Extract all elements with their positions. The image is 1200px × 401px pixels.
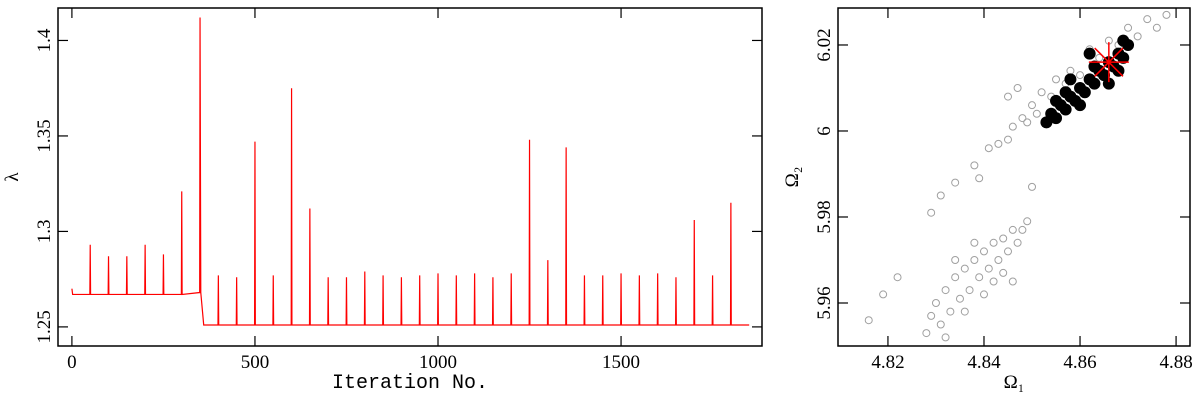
x-tick-label: 4.82 [871,352,904,373]
point [951,273,960,282]
point [1076,71,1085,80]
point [1008,225,1017,234]
point [1059,103,1072,116]
point [970,255,979,264]
point [979,290,988,299]
point [1066,66,1075,75]
point [1018,114,1027,123]
point [1059,86,1072,99]
point [951,178,960,187]
x-tick-label: 0 [67,352,77,373]
y-tick-label: 5.98 [814,200,835,233]
point [931,298,940,307]
x-tick-label: 4.86 [1063,352,1096,373]
y-tick-label: 1.25 [34,310,55,343]
point [1078,86,1091,99]
point [1013,238,1022,247]
point [879,290,888,299]
point [999,268,1008,277]
point [1088,60,1101,73]
point [1023,217,1032,226]
point [955,294,964,303]
point [975,174,984,183]
point [960,264,969,273]
point [1124,23,1133,32]
point [946,307,955,316]
y-tick-label: 5.96 [814,286,835,319]
x-tick-label: 4.88 [1159,352,1192,373]
point [922,329,931,338]
y-tick-label: 6.02 [814,28,835,61]
data-line [71,17,750,326]
point [1102,77,1115,90]
plot-frame [837,7,1191,347]
y-axis-label: λ [2,172,23,182]
point [1088,77,1101,90]
point [1003,135,1012,144]
point [1008,277,1017,286]
point [1003,247,1012,256]
point [936,320,945,329]
point [941,333,950,342]
point [951,255,960,264]
point [975,273,984,282]
point [960,307,969,316]
point [994,139,1003,148]
point [936,191,945,200]
point [984,264,993,273]
point [989,238,998,247]
x-tick-label: 500 [241,352,270,373]
point [1018,225,1027,234]
x-tick-label: 1000 [419,352,457,373]
y-tick-label: 1.35 [34,119,55,152]
panel: 0 500 1000 1500 1.25 1.3 1.35 1.4 Iteration No. λ [2,7,763,395]
point [1028,182,1037,191]
point [994,255,1003,264]
point [1023,118,1032,127]
point [1032,109,1041,118]
y-tick-label: 1.4 [34,28,55,52]
point [941,286,950,295]
point [1074,99,1087,112]
x-tick-label: 1500 [602,352,640,373]
point [1008,122,1017,131]
point [999,234,1008,243]
point [1037,88,1046,97]
point [1143,15,1152,24]
point [1052,75,1061,84]
y-tick-label: 1.3 [34,220,55,244]
point [989,277,998,286]
x-tick-label: 4.84 [967,352,1001,373]
best-fit-star [1088,42,1129,83]
point [1162,10,1171,19]
point [864,316,873,325]
point [1050,112,1063,125]
point [1013,83,1022,92]
point [1064,73,1077,86]
point [1083,47,1096,60]
point [1152,23,1161,32]
point [1117,51,1130,64]
point [1117,34,1130,47]
point [1028,101,1037,110]
point [984,144,993,153]
x-axis-label: Iteration No. [332,372,488,395]
plot-frame [57,7,763,347]
panel: 4.82 4.84 4.86 4.88 5.96 5.98 6 6.02 Ω₁ Ω₂ [782,7,1193,393]
point [1095,53,1104,62]
point [927,311,936,320]
point [1050,94,1063,107]
y-tick-label: 6 [814,126,835,136]
x-axis-label: Ω₁ [1004,372,1025,393]
point [979,247,988,256]
point [1133,32,1142,41]
point [970,238,979,247]
point [927,208,936,217]
point [1003,92,1012,101]
point [893,273,902,282]
point [970,161,979,170]
y-axis-label: Ω₂ [782,167,803,188]
point [965,286,974,295]
